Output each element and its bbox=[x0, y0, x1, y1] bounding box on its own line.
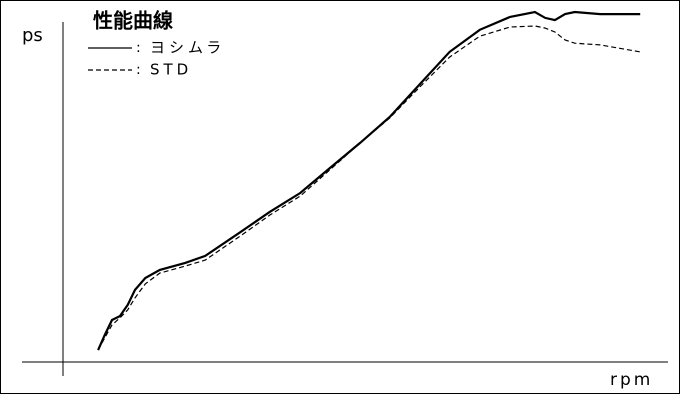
legend-separator: : bbox=[136, 62, 141, 78]
series-line bbox=[97, 10, 641, 351]
x-axis-label: rpm bbox=[610, 370, 653, 390]
chart-title: 性能曲線 bbox=[93, 9, 173, 33]
legend-separator: : bbox=[136, 40, 141, 56]
legend-label: STD bbox=[150, 61, 192, 79]
y-axis-label: ps bbox=[22, 25, 43, 46]
legend-label: ヨシムラ bbox=[150, 39, 225, 57]
series-line bbox=[97, 25, 641, 351]
